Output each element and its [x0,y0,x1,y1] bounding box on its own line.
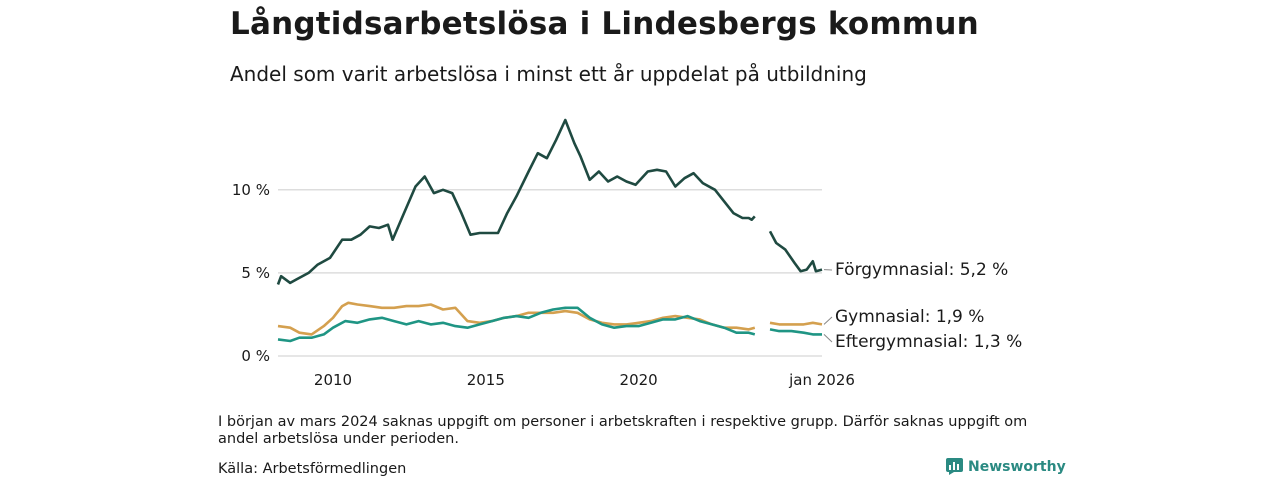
label-layer: Förgymnasial: 5,2 % Gymnasial: 1,9 % Efter… [823,260,1022,352]
y-tick-label: 0 % [241,347,270,365]
grid-layer: 0 % 5 % 10 % 2010 2015 2020 jan 2026 [232,181,855,389]
x-tick-label: 2020 [620,371,658,389]
y-tick-label: 5 % [241,264,270,282]
footnote: I början av mars 2024 saknas uppgift om … [218,414,1028,447]
series-line-forgymnasial [276,118,756,285]
x-tick-label: jan 2026 [788,371,855,389]
leader-line-gymnasial [823,316,833,325]
chart-title: Långtidsarbetslösa i Lindesbergs kommun [230,6,979,42]
series-end-label-forgymnasial: Förgymnasial: 5,2 % [835,260,1008,280]
x-tick-label: 2010 [314,371,352,389]
series-line-eftergymnasial [769,328,822,336]
chart-subtitle: Andel som varit arbetslösa i minst ett å… [230,62,867,86]
series-line-gymnasial [277,301,756,336]
series-line-eftergymnasial [277,306,756,343]
line-layer [276,118,823,343]
x-tick-label: 2015 [467,371,505,389]
newsworthy-logo[interactable]: Newsworthy [946,458,1066,475]
leader-line-eftergymnasial [823,334,833,343]
series-line-gymnasial [769,321,823,326]
series-end-label-eftergymnasial: Eftergymnasial: 1,3 % [835,332,1022,352]
series-line-forgymnasial [768,230,823,273]
series-end-label-gymnasial: Gymnasial: 1,9 % [835,307,984,327]
brand-name: Newsworthy [968,458,1066,475]
y-tick-label: 10 % [232,181,270,199]
source-text: Källa: Arbetsförmedlingen [218,461,407,477]
newsworthy-icon [946,458,963,475]
